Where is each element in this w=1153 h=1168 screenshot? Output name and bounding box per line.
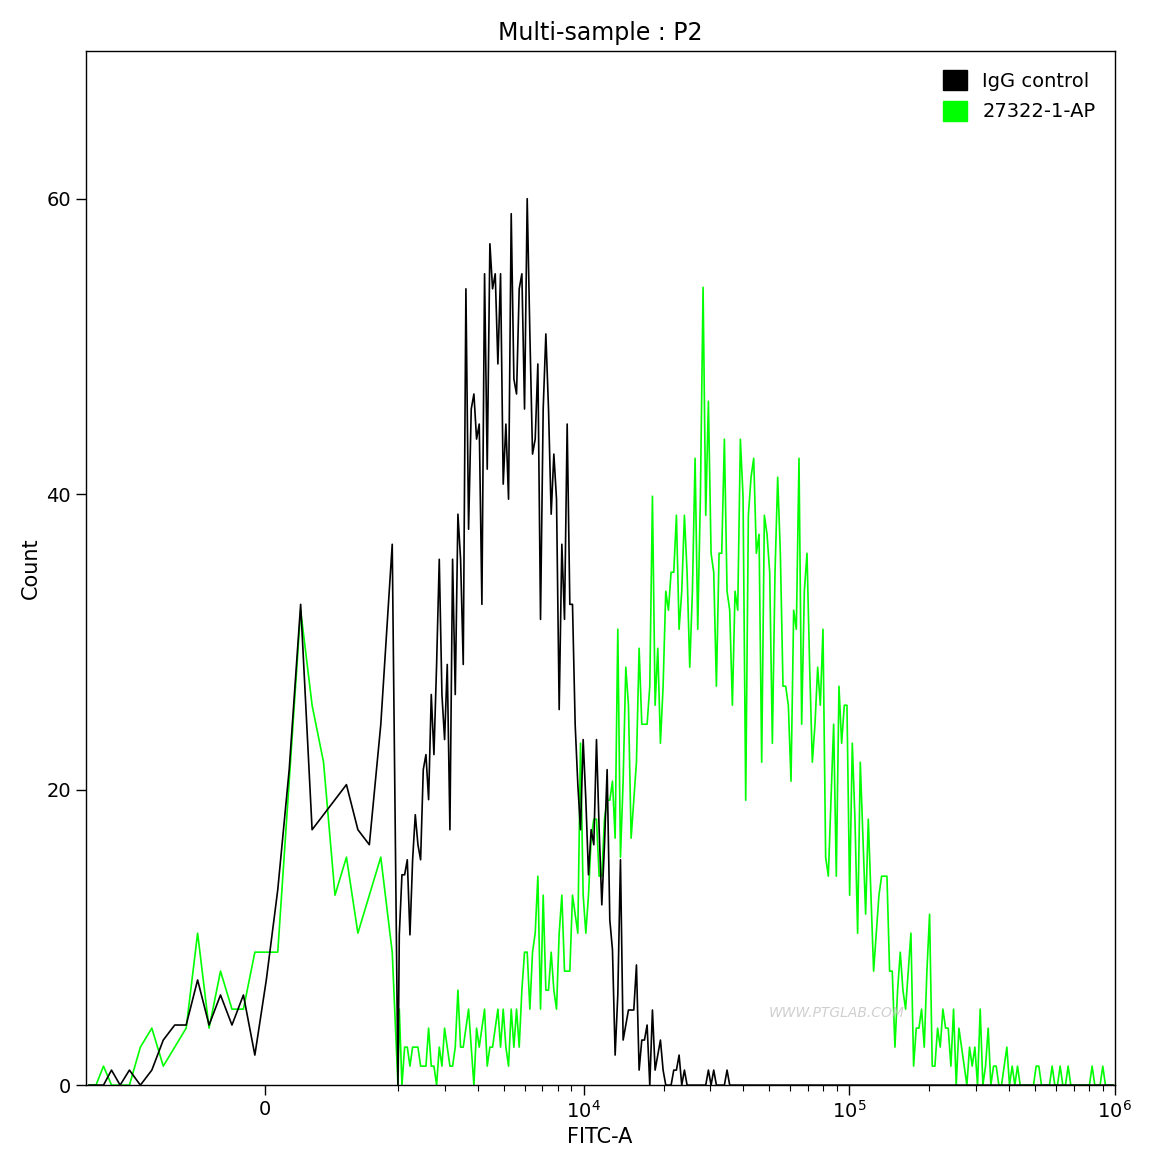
X-axis label: FITC-A: FITC-A xyxy=(567,1127,633,1147)
Title: Multi-sample : P2: Multi-sample : P2 xyxy=(498,21,702,44)
Y-axis label: Count: Count xyxy=(21,537,40,599)
Text: WWW.PTGLAB.COM: WWW.PTGLAB.COM xyxy=(769,1006,905,1020)
Legend: IgG control, 27322-1-AP: IgG control, 27322-1-AP xyxy=(934,61,1105,131)
